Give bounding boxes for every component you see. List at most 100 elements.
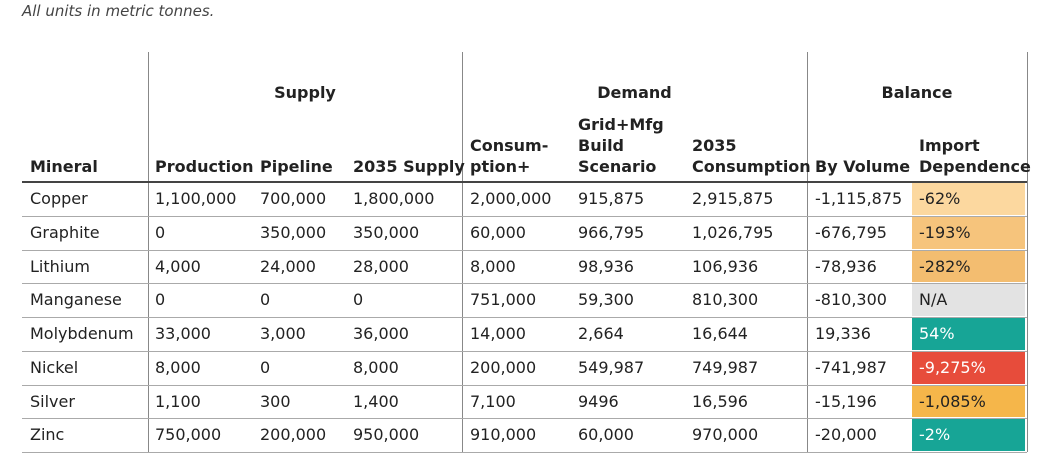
cell: 1,100 <box>155 391 201 411</box>
cell: 0 <box>353 290 364 310</box>
cell-fill <box>912 385 1025 418</box>
column-header: Grid+Mfg <box>578 115 664 134</box>
cell: -9,275% <box>919 357 986 377</box>
cell: 1,026,795 <box>692 222 774 242</box>
cell: Lithium <box>30 256 90 276</box>
cell-fill <box>912 183 1025 215</box>
column-header: 2035 <box>692 136 737 155</box>
cell: 28,000 <box>353 256 409 276</box>
cell-fill <box>912 419 1025 451</box>
cell: Manganese <box>30 290 122 310</box>
cell: 750,000 <box>155 425 222 445</box>
cell: -741,987 <box>815 357 887 377</box>
cell: -193% <box>919 222 971 242</box>
group-header: Demand <box>597 83 672 102</box>
column-header: Mineral <box>30 157 98 176</box>
column-header: Import <box>919 136 980 155</box>
cell: 106,936 <box>692 256 759 276</box>
cell: 24,000 <box>260 256 316 276</box>
row-rule <box>22 384 1027 386</box>
column-divider <box>148 52 149 452</box>
cell: 350,000 <box>353 222 420 242</box>
cell: 950,000 <box>353 425 420 445</box>
column-header: ption+ <box>470 157 531 176</box>
cell: 7,100 <box>470 391 516 411</box>
cell: 0 <box>260 290 271 310</box>
cell: 0 <box>155 290 166 310</box>
cell: 59,300 <box>578 290 634 310</box>
column-header: 2035 Supply <box>353 157 465 176</box>
cell: -78,936 <box>815 256 877 276</box>
cell: 0 <box>155 222 166 242</box>
cell: 14,000 <box>470 324 526 343</box>
cell: 810,300 <box>692 290 759 310</box>
cell: -810,300 <box>815 290 887 310</box>
cell: Silver <box>30 391 75 411</box>
cell: 2,664 <box>578 324 624 343</box>
column-header: Scenario <box>578 157 657 176</box>
cell: -1,115,875 <box>815 189 903 208</box>
cell-fill <box>912 216 1025 249</box>
caption: All units in metric tonnes. <box>22 2 215 20</box>
cell: -1,085% <box>919 391 986 411</box>
cell: 1,400 <box>353 391 399 411</box>
cell: Copper <box>30 189 88 208</box>
cell: 33,000 <box>155 324 211 343</box>
cell: N/A <box>919 290 948 310</box>
row-rule <box>22 452 1027 453</box>
column-header: By Volume <box>815 157 911 176</box>
cell: 16,644 <box>692 324 748 343</box>
cell: 200,000 <box>470 357 537 377</box>
cell: 350,000 <box>260 222 327 242</box>
cell: Graphite <box>30 222 100 242</box>
cell: -2% <box>919 425 951 445</box>
cell: 1,100,000 <box>155 189 237 208</box>
cell: 60,000 <box>470 222 526 242</box>
cell: 19,336 <box>815 324 871 343</box>
cell: 36,000 <box>353 324 409 343</box>
cell: 60,000 <box>578 425 634 445</box>
cell-fill <box>912 284 1025 316</box>
cell: 3,000 <box>260 324 306 343</box>
cell: 4,000 <box>155 256 201 276</box>
column-divider <box>462 52 463 452</box>
cell: 970,000 <box>692 425 759 445</box>
cell: 0 <box>260 357 271 377</box>
row-rule <box>22 317 1027 318</box>
cell: 1,800,000 <box>353 189 435 208</box>
cell: 98,936 <box>578 256 634 276</box>
column-header: Consum- <box>470 136 549 155</box>
cell: Zinc <box>30 425 65 445</box>
column-divider <box>1027 52 1028 452</box>
group-header: Supply <box>274 83 336 102</box>
row-rule <box>22 249 1027 251</box>
cell: 300 <box>260 391 291 411</box>
cell: 2,915,875 <box>692 189 774 208</box>
cell: 915,875 <box>578 189 645 208</box>
cell: 8,000 <box>353 357 399 377</box>
column-header: Production <box>155 157 254 176</box>
cell: 966,795 <box>578 222 645 242</box>
cell: 54% <box>919 324 955 343</box>
cell: -15,196 <box>815 391 877 411</box>
cell-fill <box>912 318 1025 350</box>
cell-fill <box>912 351 1025 384</box>
row-rule <box>22 283 1027 285</box>
cell: 8,000 <box>155 357 201 377</box>
cell: 200,000 <box>260 425 327 445</box>
cell: Molybdenum <box>30 324 134 343</box>
row-rule <box>22 418 1027 420</box>
cell: 9496 <box>578 391 619 411</box>
cell: Nickel <box>30 357 79 377</box>
cell: 700,000 <box>260 189 327 208</box>
cell: 751,000 <box>470 290 537 310</box>
column-header: Dependence <box>919 157 1031 176</box>
cell-fill <box>912 250 1025 283</box>
cell: -20,000 <box>815 425 877 445</box>
cell: 749,987 <box>692 357 759 377</box>
cell: -676,795 <box>815 222 887 242</box>
column-header: Build <box>578 136 625 155</box>
cell: 2,000,000 <box>470 189 552 208</box>
cell: -282% <box>919 256 971 276</box>
row-rule <box>22 215 1027 217</box>
